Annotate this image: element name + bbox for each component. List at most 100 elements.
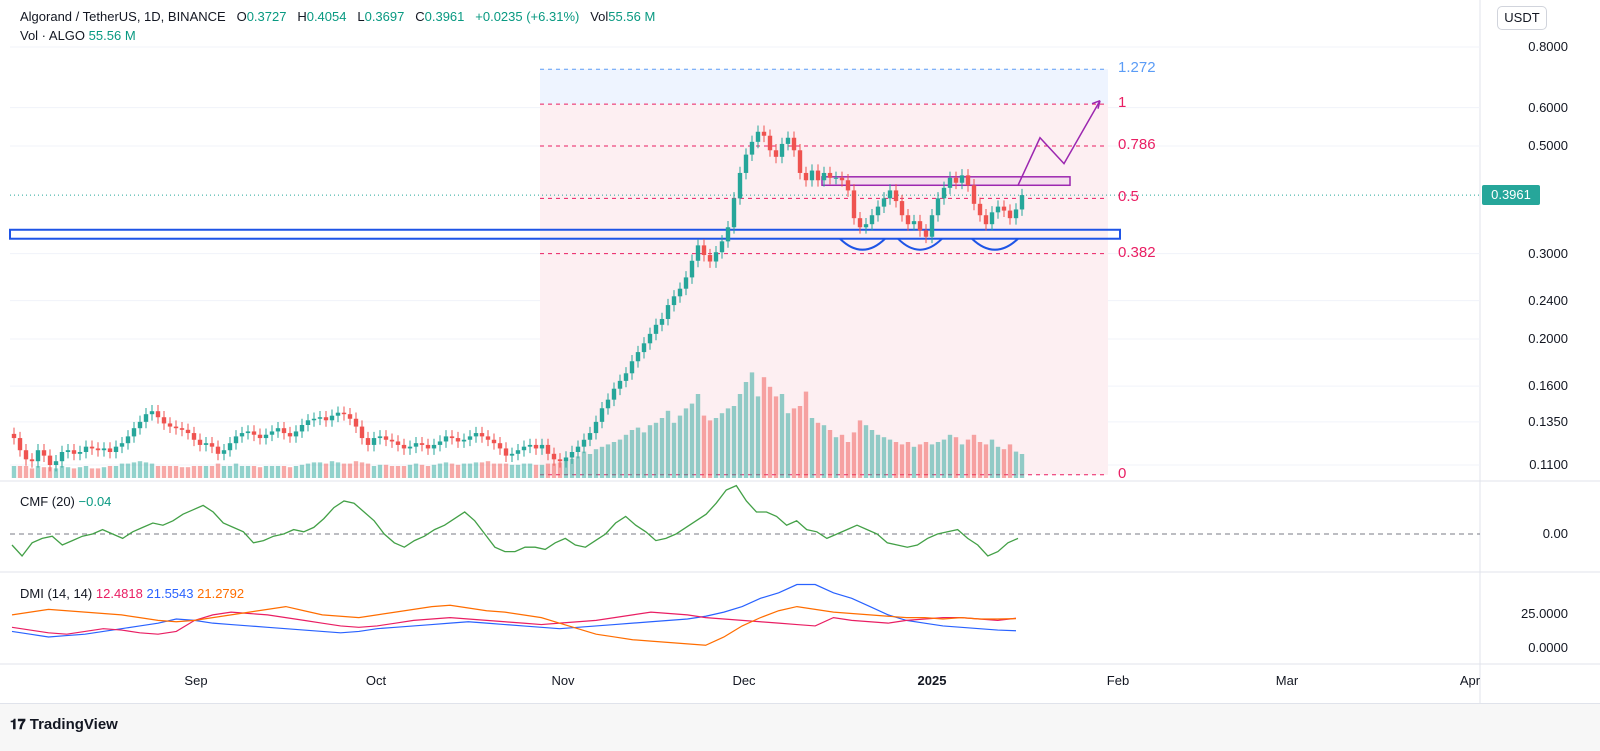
candle-body [407, 446, 413, 449]
chart-canvas[interactable] [0, 0, 1600, 703]
volume-bar [353, 461, 359, 478]
candle-body [671, 296, 677, 306]
fib-label: 0.382 [1118, 243, 1156, 261]
candle-body [773, 150, 779, 157]
candle-body [11, 433, 17, 439]
candle-body [347, 414, 353, 419]
candle-body [263, 434, 269, 439]
candle-body [809, 170, 815, 181]
candle-body [197, 439, 203, 445]
volume-bar [659, 418, 665, 478]
candle-body [17, 438, 23, 451]
candle-body [539, 444, 545, 449]
candle-body [587, 433, 593, 440]
volume-bar [521, 463, 527, 478]
candle-body [995, 206, 1001, 213]
candle-body [113, 446, 119, 453]
price-tick: 0.1350 [1528, 413, 1568, 429]
volume-bar [341, 463, 347, 478]
candle-body [437, 441, 443, 445]
tradingview-logo[interactable]: 𝟏𝟕 TradingView [10, 716, 118, 733]
candle-body [611, 388, 617, 400]
volume-bar [689, 403, 695, 478]
volume-bar [407, 464, 413, 478]
volume-legend[interactable]: Vol · ALGO 55.56 M [20, 28, 136, 43]
time-tick: Feb [1106, 673, 1130, 688]
volume-bar [113, 466, 119, 478]
price-tick: 0.3000 [1528, 245, 1568, 261]
candle-body [449, 436, 455, 439]
volume-bar [839, 434, 845, 478]
candle-body [851, 190, 857, 219]
volume-bar [623, 434, 629, 478]
candle-body [53, 461, 59, 465]
candle-body [551, 453, 557, 460]
candle-body [929, 215, 935, 237]
candle-body [767, 135, 773, 151]
volume-bar [323, 463, 329, 478]
volume-bar [179, 467, 185, 478]
candle-body [737, 172, 743, 199]
volume-bar [131, 462, 137, 478]
time-tick: 2025 [917, 673, 947, 688]
volume-bar [65, 467, 71, 478]
candle-body [119, 443, 125, 447]
candle-body [983, 215, 989, 225]
candle-body [383, 436, 389, 440]
candle-body [563, 457, 569, 462]
volume-bar [701, 415, 707, 478]
volume-bar [191, 466, 197, 478]
support-zone [9, 228, 1121, 240]
volume-bar [83, 466, 89, 478]
volume-bar [239, 466, 245, 478]
volume-bar [851, 432, 857, 478]
volume-value: 55.56 M [88, 28, 136, 43]
candle-body [623, 373, 629, 381]
candle-body [1019, 195, 1025, 210]
volume-bar [809, 418, 815, 478]
candle-body [239, 433, 245, 437]
volume-bar [551, 463, 557, 478]
volume-bar [953, 437, 959, 478]
candle-body [647, 333, 653, 344]
volume-bar [185, 467, 191, 478]
candle-body [161, 417, 167, 424]
candle-body [713, 252, 719, 262]
candle-body [803, 172, 809, 181]
candle-body [821, 172, 827, 181]
candle-body [695, 245, 701, 261]
dmi-legend[interactable]: DMI (14, 14) 12.4818 21.5543 21.2792 [20, 586, 244, 601]
volume-bar [497, 463, 503, 478]
volume-bar [557, 462, 563, 478]
volume-bar [1001, 449, 1007, 478]
volume-bar [251, 466, 257, 478]
candle-body [317, 417, 323, 419]
volume-bar [269, 466, 275, 478]
candle-body [461, 439, 467, 442]
volume-bar [923, 442, 929, 478]
cup-arc [971, 238, 1019, 251]
candle-body [947, 177, 953, 188]
candle-body [215, 446, 221, 454]
candle-body [371, 438, 377, 445]
candle-body [83, 446, 89, 453]
price-tick: 0.6000 [1528, 99, 1568, 115]
candle-body [857, 218, 863, 228]
volume-bar [881, 437, 887, 478]
volume-bar [203, 466, 209, 478]
projection-path [1017, 100, 1101, 186]
cmf-legend[interactable]: CMF (20) −0.04 [20, 494, 111, 509]
volume-bar [173, 466, 179, 478]
time-tick: Nov [551, 673, 575, 688]
symbol-title[interactable]: Algorand / TetherUS, 1D, BINANCE [20, 9, 226, 24]
candle-body [167, 423, 173, 427]
currency-button[interactable]: USDT [1497, 6, 1547, 30]
volume-bar [425, 466, 431, 478]
volume-bar [611, 442, 617, 478]
candle-body [503, 448, 509, 456]
change-value: +0.0235 (+6.31%) [475, 9, 580, 24]
volume-label: Vol · ALGO [20, 28, 86, 43]
candle-body [257, 434, 263, 439]
dmi-series-di [11, 611, 1017, 635]
volume-bar [581, 451, 587, 478]
